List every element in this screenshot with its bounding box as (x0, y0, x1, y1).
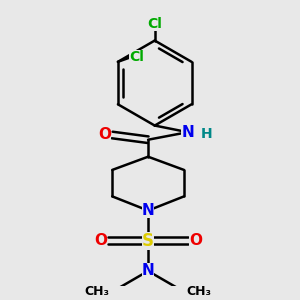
Text: Cl: Cl (147, 16, 162, 31)
Text: O: O (189, 233, 202, 248)
Text: Cl: Cl (129, 50, 144, 64)
Text: H: H (201, 127, 213, 141)
Text: S: S (142, 232, 154, 250)
Text: O: O (98, 128, 111, 142)
Text: N: N (142, 263, 154, 278)
Text: CH₃: CH₃ (187, 285, 212, 298)
Text: O: O (94, 233, 107, 248)
Text: N: N (142, 203, 154, 218)
Text: N: N (182, 125, 194, 140)
Text: CH₃: CH₃ (84, 285, 110, 298)
